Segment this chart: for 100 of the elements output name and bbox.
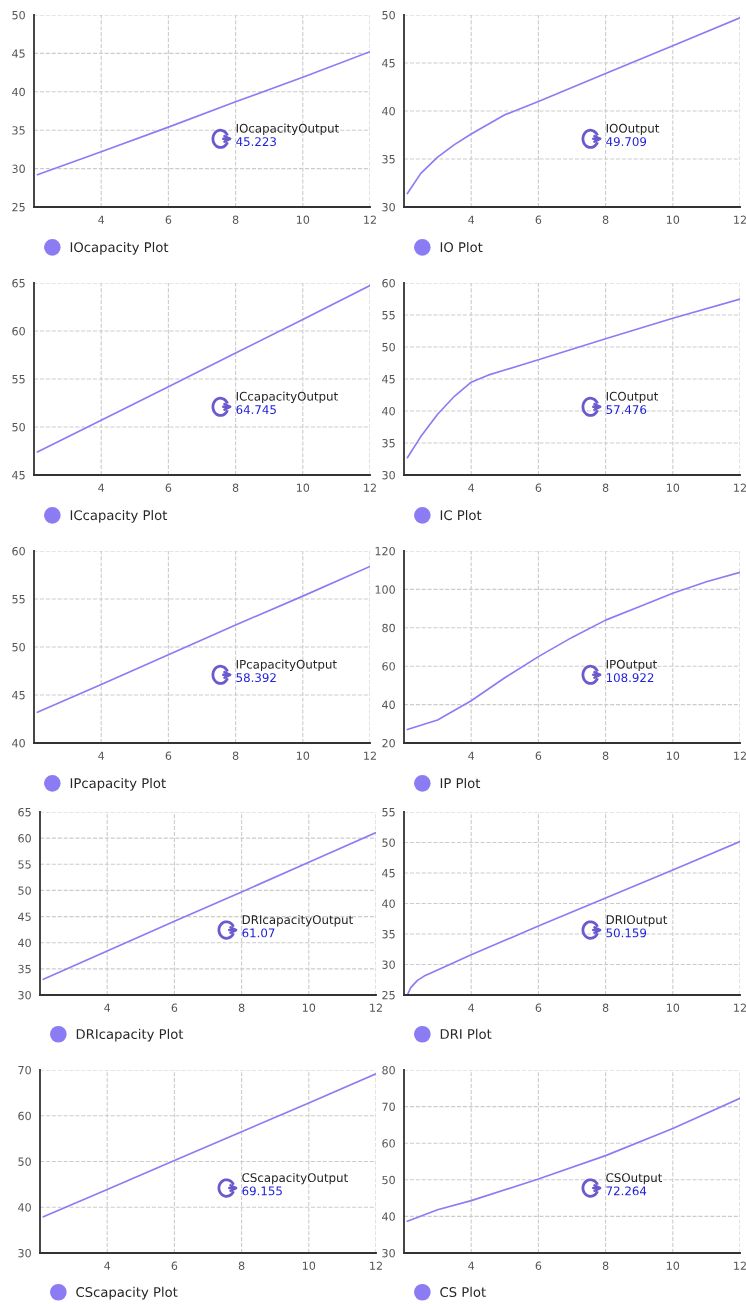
y-tick-label: 60: [18, 1111, 31, 1121]
y-tick-label: 55: [12, 375, 25, 384]
annotation: ICOutput: [606, 391, 659, 403]
annotation: 50.159: [606, 928, 647, 938]
y-tick-label: 60: [382, 662, 395, 671]
y-tick-label: 45: [382, 59, 395, 68]
y-tick-label: 50: [18, 886, 31, 895]
legend-label: IC Plot: [440, 509, 482, 521]
y-tick-label: 65: [18, 807, 31, 817]
y-tick-label: 30: [382, 202, 395, 212]
y-tick-label: 60: [12, 326, 25, 336]
x-tick-label: 8: [232, 215, 239, 224]
x-tick-label: 10: [666, 1261, 680, 1270]
x-tick-label: 10: [296, 483, 310, 492]
annotation: 64.745: [236, 405, 276, 415]
y-tick-label: 50: [382, 10, 395, 20]
y-tick-label: 55: [382, 808, 395, 817]
x-tick-label: 4: [104, 1261, 111, 1270]
x-tick-label: 6: [535, 751, 542, 760]
y-tick-label: 40: [18, 938, 31, 948]
y-tick-label: 70: [18, 1065, 31, 1075]
legend-label: CS Plot: [440, 1286, 486, 1298]
y-tick-label: 35: [12, 126, 25, 135]
y-tick-label: 30: [382, 960, 395, 969]
x-tick-label: 12: [364, 751, 376, 760]
y-tick-label: 70: [382, 1102, 395, 1111]
annotation: 69.155: [242, 1186, 282, 1196]
annotation: 58.392: [236, 673, 276, 683]
x-tick-label: 4: [468, 1261, 475, 1270]
y-tick-label: 25: [382, 990, 395, 1000]
y-tick-label: 30: [382, 1248, 395, 1258]
x-tick-label: 4: [468, 751, 475, 760]
annotation: 57.476: [606, 405, 647, 415]
y-tick-label: 45: [382, 375, 395, 384]
y-tick-label: 60: [382, 1139, 395, 1148]
x-tick-label: 12: [734, 1261, 746, 1270]
legend-label: IOcapacity Plot: [70, 241, 169, 255]
x-tick-label: 8: [602, 215, 609, 224]
x-tick-label: 6: [165, 483, 172, 492]
y-tick-label: 40: [382, 106, 395, 116]
legend-label: CScapacity Plot: [76, 1286, 178, 1300]
annotation: IOOutput: [606, 123, 660, 135]
x-tick-label: 12: [734, 751, 746, 760]
annotation: CScapacityOutput: [242, 1172, 348, 1185]
y-tick-label: 35: [382, 154, 395, 164]
x-tick-label: 6: [171, 1261, 178, 1270]
annotation: 72.264: [606, 1186, 647, 1196]
y-tick-label: 100: [375, 585, 395, 594]
y-tick-label: 25: [12, 202, 25, 212]
y-tick-label: 50: [382, 1175, 395, 1185]
line-series: [36, 565, 370, 714]
x-tick-label: 8: [602, 1003, 609, 1012]
y-tick-label: 120: [375, 546, 395, 556]
y-tick-label: 45: [18, 912, 31, 921]
y-tick-label: 40: [382, 899, 395, 908]
y-tick-label: 30: [18, 990, 31, 1000]
x-tick-label: 6: [535, 1003, 542, 1012]
y-tick-label: 50: [382, 838, 395, 847]
annotation: IPOutput: [606, 659, 657, 671]
y-tick-label: 20: [382, 738, 395, 748]
y-tick-label: 40: [12, 87, 25, 97]
y-tick-label: 45: [382, 869, 395, 878]
y-tick-label: 30: [18, 1248, 31, 1258]
x-tick-label: 4: [98, 751, 105, 760]
annotation: 49.709: [606, 137, 647, 147]
y-tick-label: 35: [18, 964, 31, 974]
y-tick-label: 50: [12, 10, 25, 20]
x-tick-label: 12: [364, 215, 376, 224]
y-tick-label: 60: [12, 546, 25, 556]
legend-label: ICcapacity Plot: [70, 509, 168, 523]
x-tick-label: 8: [602, 1261, 609, 1270]
y-tick-label: 60: [18, 834, 31, 843]
x-tick-label: 10: [666, 751, 680, 760]
x-tick-label: 10: [666, 215, 680, 224]
y-tick-label: 40: [382, 406, 395, 416]
x-tick-label: 8: [602, 483, 609, 492]
x-tick-label: 12: [370, 1261, 382, 1270]
line-series: [406, 571, 740, 731]
y-tick-label: 55: [18, 860, 31, 869]
annotation: DRIOutput: [606, 915, 668, 927]
annotation: 61.07: [242, 928, 275, 938]
x-tick-label: 6: [535, 215, 542, 224]
legend-label: DRI Plot: [440, 1028, 492, 1040]
annotation: IPcapacityOutput: [236, 659, 337, 671]
x-tick-label: 12: [734, 1003, 746, 1012]
y-tick-label: 40: [382, 1212, 395, 1221]
x-tick-label: 6: [165, 751, 172, 760]
y-tick-label: 55: [382, 311, 395, 320]
y-tick-label: 30: [12, 164, 25, 173]
x-tick-label: 12: [734, 483, 746, 492]
x-tick-label: 4: [468, 215, 475, 224]
annotation: DRIcapacityOutput: [242, 914, 353, 927]
x-tick-label: 6: [171, 1003, 178, 1012]
legend-label: DRIcapacity Plot: [76, 1028, 184, 1042]
x-tick-label: 4: [104, 1003, 111, 1012]
line-series: [42, 831, 376, 981]
y-tick-label: 30: [382, 470, 395, 480]
x-tick-label: 4: [468, 483, 475, 492]
annotation: 45.223: [236, 137, 276, 147]
x-tick-label: 8: [232, 751, 239, 760]
